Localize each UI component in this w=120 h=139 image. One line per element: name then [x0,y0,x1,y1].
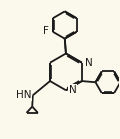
Text: N: N [85,58,93,68]
Text: N: N [69,85,77,95]
Text: F: F [43,26,49,36]
Text: HN: HN [16,90,32,100]
